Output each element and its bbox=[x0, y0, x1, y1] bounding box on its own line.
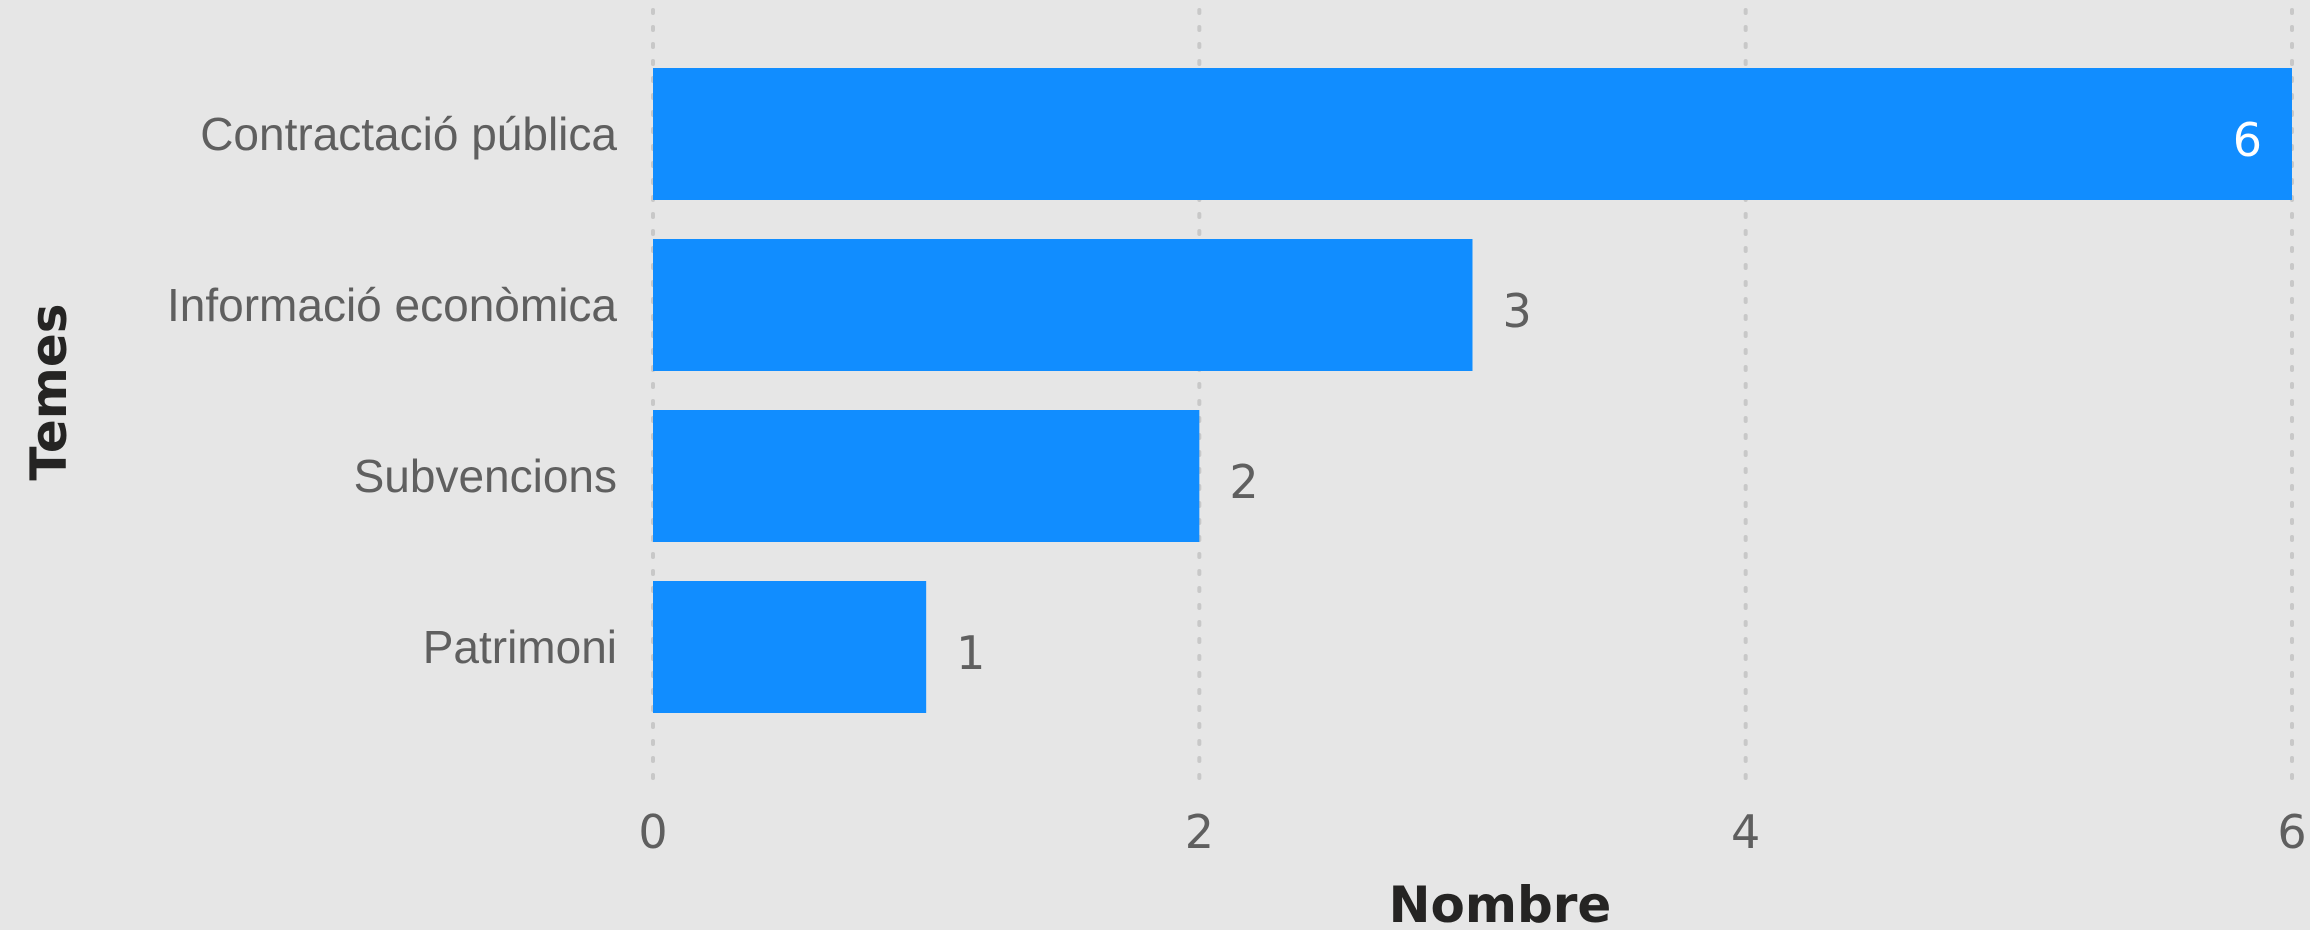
data-label-contractacio-publica: 6 bbox=[2233, 113, 2262, 167]
data-label-patrimoni: 1 bbox=[956, 626, 985, 680]
bar-patrimoni bbox=[653, 581, 927, 713]
bars bbox=[653, 68, 2292, 713]
bar-informacio-economica bbox=[653, 239, 1473, 371]
x-tick-label-0: 0 bbox=[638, 805, 667, 859]
data-label-informacio-economica: 3 bbox=[1503, 284, 1532, 338]
x-axis-ticks: 0 2 4 6 bbox=[638, 805, 2306, 859]
x-tick-label-6: 6 bbox=[2277, 805, 2306, 859]
category-label-patrimoni: Patrimoni bbox=[423, 621, 617, 673]
category-labels: Contractació pública Informació econòmica… bbox=[167, 108, 617, 673]
x-tick-label-2: 2 bbox=[1185, 805, 1214, 859]
category-label-subvencions: Subvencions bbox=[354, 450, 617, 502]
x-tick-label-4: 4 bbox=[1731, 805, 1760, 859]
data-labels: 6 3 2 1 bbox=[956, 113, 2262, 680]
x-axis-title: Nombre bbox=[1389, 876, 1612, 930]
y-axis-title: Temes bbox=[20, 303, 78, 480]
data-label-subvencions: 2 bbox=[1229, 455, 1258, 509]
bar-contractacio-publica bbox=[653, 68, 2292, 200]
category-label-informacio-economica: Informació econòmica bbox=[167, 279, 617, 331]
bar-subvencions bbox=[653, 410, 1200, 542]
category-label-contractacio-publica: Contractació pública bbox=[200, 108, 617, 160]
